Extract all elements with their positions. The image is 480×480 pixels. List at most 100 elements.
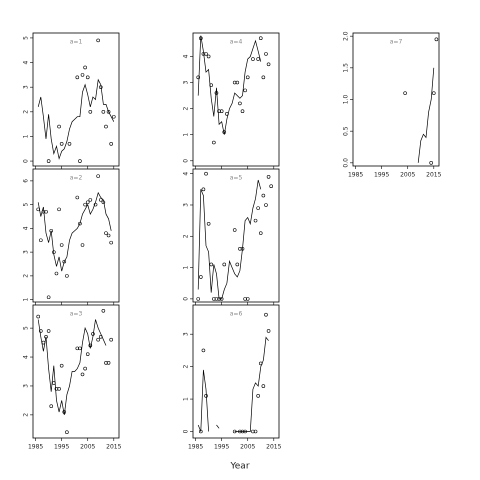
- point: [235, 262, 240, 267]
- y-tick-label: 3: [183, 332, 190, 336]
- panel-frame: [192, 304, 280, 439]
- point: [238, 101, 242, 106]
- point: [59, 363, 64, 368]
- point: [245, 75, 250, 80]
- point: [240, 429, 245, 434]
- point: [258, 36, 263, 41]
- y-tick-label: 2.0: [343, 31, 350, 41]
- point: [243, 297, 247, 301]
- y-tick-label: 3: [23, 85, 30, 89]
- point: [101, 200, 106, 205]
- point: [232, 80, 237, 85]
- point: [196, 297, 201, 301]
- y-tick-label: 3: [23, 384, 30, 388]
- point: [57, 387, 61, 391]
- point: [201, 187, 206, 192]
- point: [83, 366, 87, 371]
- point: [238, 247, 242, 251]
- y-tick-label: 3: [183, 80, 190, 84]
- point: [80, 243, 85, 247]
- x-tick-label: 2015: [426, 172, 441, 179]
- fit-line: [197, 179, 262, 300]
- point: [109, 142, 113, 146]
- x-tick-label: 2015: [106, 444, 121, 451]
- x-tick-label: 2005: [400, 172, 415, 179]
- y-tick-label: 0: [183, 297, 190, 301]
- point: [240, 247, 245, 251]
- x-tick-label: 2005: [240, 444, 255, 451]
- point: [44, 209, 48, 214]
- point: [49, 228, 54, 233]
- point: [85, 352, 90, 356]
- x-tick-label: 1995: [54, 444, 69, 451]
- y-tick-label: 1: [183, 397, 190, 401]
- point: [204, 394, 208, 398]
- point: [59, 142, 64, 146]
- point: [219, 297, 224, 301]
- point: [39, 329, 43, 333]
- x-tick-label: 1995: [214, 444, 229, 451]
- x-tick-label: 1985: [28, 444, 43, 451]
- point: [85, 75, 90, 80]
- fit-line: [37, 78, 115, 160]
- y-tick-label: 3: [23, 250, 30, 254]
- y-tick-label: 0: [183, 159, 190, 163]
- point: [75, 195, 80, 200]
- point: [264, 203, 268, 207]
- point: [201, 52, 206, 56]
- point: [256, 57, 260, 61]
- point: [106, 361, 111, 365]
- point: [78, 159, 82, 163]
- point: [78, 346, 82, 351]
- y-tick-label: 6: [23, 179, 30, 183]
- y-tick-label: 0.0: [343, 158, 350, 168]
- y-tick-label: 3: [183, 203, 190, 207]
- point: [206, 221, 211, 226]
- point: [96, 38, 100, 43]
- point: [41, 209, 46, 214]
- panel-frame: [32, 168, 120, 303]
- point: [264, 312, 268, 317]
- point: [253, 218, 258, 223]
- point: [85, 200, 90, 205]
- point: [232, 228, 237, 232]
- point: [429, 161, 433, 165]
- point: [83, 65, 87, 70]
- point: [209, 83, 214, 87]
- point: [212, 297, 216, 301]
- y-tick-label: 0.5: [343, 126, 350, 136]
- point: [106, 233, 111, 238]
- y-tick-label: 4: [23, 60, 30, 64]
- y-tick-label: 5: [23, 203, 30, 207]
- point: [258, 361, 263, 366]
- point: [219, 109, 224, 114]
- y-tick-label: 1.0: [343, 95, 350, 105]
- point: [222, 130, 227, 134]
- point: [88, 110, 93, 114]
- panel-frame: [192, 168, 280, 303]
- point: [98, 85, 103, 89]
- y-tick-label: 2: [23, 274, 30, 278]
- fit-line: [197, 336, 269, 432]
- point: [101, 110, 106, 114]
- panel-title: a=5: [230, 175, 243, 182]
- point: [266, 62, 271, 67]
- point: [431, 91, 436, 95]
- fit-line: [37, 319, 107, 415]
- point: [403, 91, 407, 95]
- point: [225, 112, 229, 116]
- y-tick-label: 1.5: [343, 63, 350, 73]
- point: [199, 36, 203, 41]
- point: [93, 202, 98, 207]
- panel-title: a=7: [390, 39, 403, 46]
- point: [266, 175, 271, 179]
- panel-title: a=1: [70, 39, 83, 46]
- point: [214, 91, 219, 95]
- point: [62, 410, 67, 414]
- panel-title: a=3: [70, 311, 83, 318]
- point: [204, 171, 208, 176]
- point: [206, 54, 211, 59]
- y-tick-label: 2: [183, 234, 190, 238]
- y-tick-label: 1: [23, 134, 30, 138]
